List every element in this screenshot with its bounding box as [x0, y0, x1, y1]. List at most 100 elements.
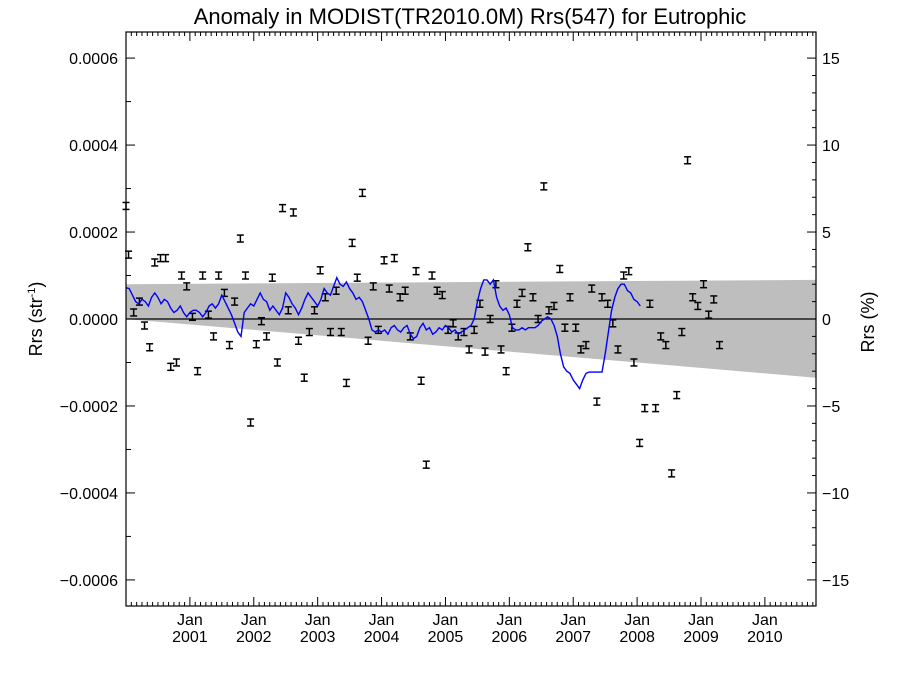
- data-point-59: [433, 286, 441, 295]
- data-point-8: [162, 253, 170, 263]
- smoothed-anomaly-line: [125, 275, 641, 391]
- x-tick-month-7: Jan: [624, 612, 650, 629]
- x-tick-month-1: Jan: [241, 612, 267, 629]
- x-tick-year-3: 2004: [364, 629, 400, 646]
- data-point-17: [210, 332, 218, 341]
- data-point-6: [151, 258, 159, 267]
- y2-axis-label: Rrs (%): [858, 292, 878, 353]
- data-point-103: [668, 469, 676, 478]
- x-tick-year-0: 2001: [172, 629, 208, 646]
- data-point-80: [545, 306, 553, 315]
- data-point-95: [625, 266, 633, 276]
- data-point-110: [705, 310, 713, 319]
- data-point-2: [130, 308, 138, 317]
- data-point-23: [241, 271, 249, 280]
- y-tick-label-5: −0.0004: [60, 486, 118, 503]
- data-point-21: [231, 297, 239, 306]
- y2-tick-label-5: −10: [822, 486, 849, 503]
- x-tick-month-3: Jan: [369, 612, 395, 629]
- x-tick-year-1: 2002: [236, 629, 272, 646]
- data-point-27: [263, 332, 271, 341]
- data-point-69: [486, 314, 494, 324]
- data-point-74: [513, 299, 521, 309]
- data-point-9: [167, 362, 175, 372]
- data-point-53: [401, 286, 409, 295]
- confidence-band-layer: [126, 279, 816, 378]
- data-point-101: [657, 332, 665, 341]
- x-tick-year-6: 2007: [555, 629, 591, 646]
- y2-tick-label-3: 0: [822, 312, 831, 329]
- y-tick-label-0: 0.0006: [69, 51, 118, 68]
- data-point-49: [380, 256, 388, 265]
- y2-tick-label-4: −5: [822, 399, 840, 416]
- data-point-79: [540, 182, 548, 191]
- x-tick-month-5: Jan: [496, 612, 522, 629]
- data-point-20: [226, 340, 233, 350]
- data-point-84: [566, 293, 574, 302]
- data-point-18: [215, 271, 223, 280]
- data-point-41: [337, 327, 345, 337]
- data-point-96: [630, 358, 638, 367]
- data-point-104: [673, 390, 681, 400]
- data-point-56: [417, 376, 425, 385]
- data-point-60: [438, 290, 446, 300]
- data-point-10: [172, 358, 180, 367]
- data-point-77: [529, 293, 537, 302]
- data-point-94: [620, 271, 628, 280]
- data-point-44: [353, 273, 361, 282]
- data-point-85: [572, 323, 580, 332]
- data-point-108: [694, 301, 702, 311]
- x-tick-month-0: Jan: [177, 612, 203, 629]
- data-point-32: [289, 208, 297, 217]
- confidence-band: [126, 279, 816, 378]
- data-point-65: [465, 345, 473, 354]
- smoothed-line-layer: [125, 275, 641, 391]
- data-point-35: [305, 327, 313, 337]
- data-point-76: [524, 243, 532, 252]
- data-point-100: [652, 403, 660, 413]
- x-tick-month-6: Jan: [560, 612, 586, 629]
- data-point-33: [295, 336, 302, 345]
- data-point-42: [342, 378, 350, 388]
- y-axis-ticks: 0.0006 0.0004 0.0002 0.0000 −0.0002 −0.0004 −0…: [60, 51, 135, 590]
- data-point-45: [358, 188, 366, 198]
- data-point-50: [385, 284, 393, 293]
- data-point-28: [268, 273, 276, 282]
- y-tick-label-6: −0.0006: [60, 573, 118, 590]
- data-point-14: [194, 366, 202, 376]
- x-tick-year-2: 2003: [300, 629, 336, 646]
- data-point-57: [422, 460, 430, 469]
- y-axis-label: Rrs (str-1): [26, 282, 46, 357]
- x-tick-month-4: Jan: [433, 612, 459, 629]
- data-point-98: [641, 403, 649, 413]
- data-point-39: [326, 327, 334, 337]
- data-point-91: [604, 299, 612, 309]
- data-point-47: [369, 282, 377, 291]
- y2-tick-label-2: 5: [822, 225, 831, 242]
- data-point-43: [348, 238, 356, 248]
- x-tick-month-2: Jan: [305, 612, 331, 629]
- data-point-29: [273, 358, 281, 367]
- y-tick-label-1: 0.0004: [69, 138, 118, 155]
- data-point-93: [614, 345, 622, 354]
- data-point-86: [577, 345, 585, 354]
- x-tick-year-4: 2005: [428, 629, 464, 646]
- x-tick-month-8: Jan: [688, 612, 714, 629]
- y2-axis-ticks: 15 10 5 0 −5 −10 −15: [807, 51, 849, 590]
- data-point-68: [481, 347, 489, 356]
- data-point-89: [593, 397, 601, 406]
- data-point-111: [710, 295, 718, 304]
- y2-tick-label-0: 15: [822, 51, 840, 68]
- data-point-4: [141, 321, 149, 330]
- y-tick-label-2: 0.0002: [69, 225, 118, 242]
- x-tick-month-9: Jan: [752, 612, 778, 629]
- data-point-15: [199, 271, 207, 280]
- data-point-36: [310, 306, 318, 315]
- y-axis-label-superscript: -1: [26, 288, 38, 298]
- chart-title: Anomaly in MODIST(TR2010.0M) Rrs(547) fo…: [194, 4, 747, 29]
- data-point-81: [550, 301, 558, 311]
- data-point-75: [518, 288, 526, 298]
- data-point-112: [716, 340, 724, 350]
- data-point-66: [470, 325, 478, 335]
- data-point-99: [646, 299, 654, 309]
